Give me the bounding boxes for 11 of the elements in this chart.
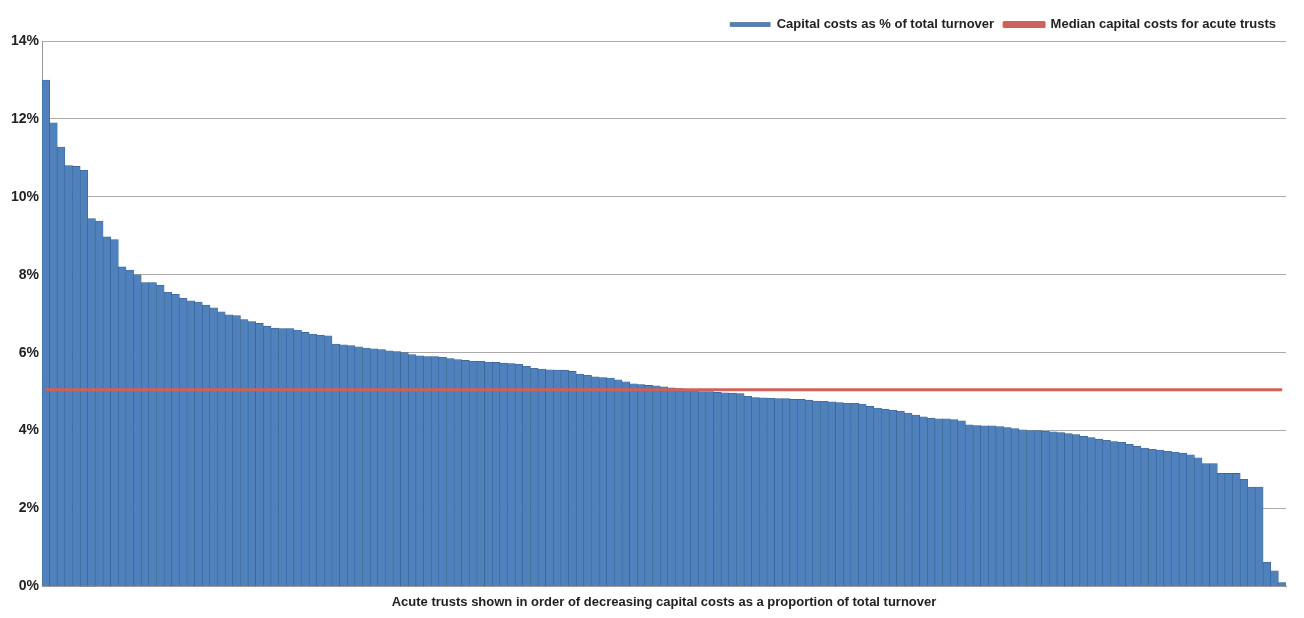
y-tick-label: 10%: [10, 187, 40, 204]
x-axis-title: Acute trusts shown in order of decreasing capital costs as a proportion of total turnover: [391, 593, 937, 609]
legend-label: Capital costs as % of total turnover: [776, 16, 995, 32]
legend-label: Median capital costs for acute trusts: [1050, 16, 1277, 32]
y-tick-label: 4%: [18, 421, 40, 438]
y-tick-label: 14%: [10, 31, 40, 48]
y-tick-label: 12%: [10, 109, 40, 126]
y-tick-label: 2%: [18, 499, 40, 516]
y-tick-label: 0%: [18, 577, 40, 594]
y-tick-label: 6%: [18, 343, 40, 360]
y-tick-label: 8%: [18, 265, 40, 282]
